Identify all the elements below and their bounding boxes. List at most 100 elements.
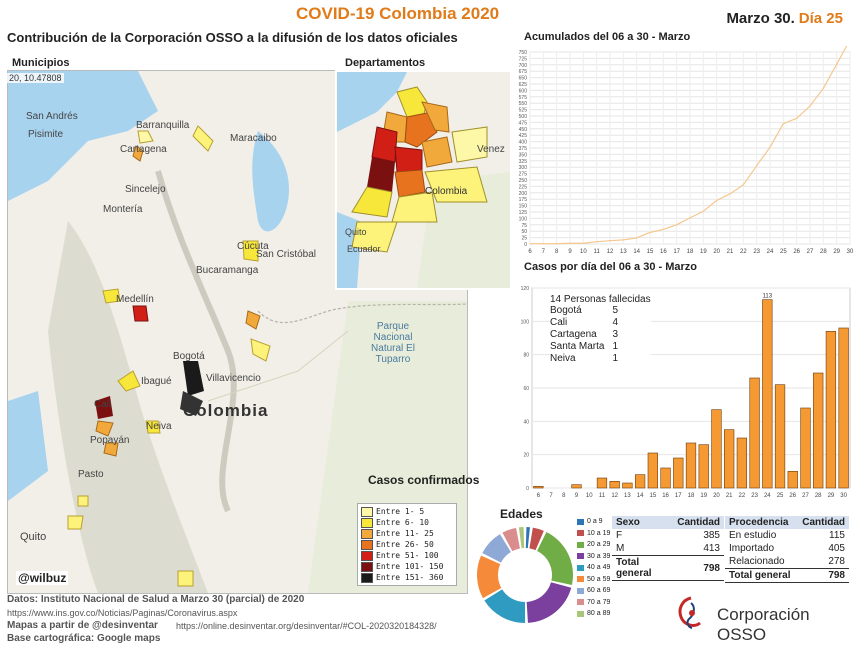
bar [634,474,646,489]
legend-label: 20 a 29 [587,541,611,549]
city-label-quito: Quito [20,531,47,543]
x-tick-label: 18 [687,249,694,255]
ages-donut-chart [477,527,573,623]
dept-label-colombia: Colombia [425,186,468,197]
table-row: Cartagena 3 [550,329,618,341]
sex-header-cantidad: Cantidad [673,516,724,529]
count-cell: 405 [828,543,845,554]
data-point [702,210,704,212]
table-row: Importado 405 [725,542,849,555]
sex-header-sexo: Sexo [612,516,674,529]
bar [596,477,608,489]
y-tick-label: 80 [523,353,529,359]
x-tick-label: 10 [580,249,587,255]
count-cell: 115 [829,530,845,541]
bar [749,377,760,489]
x-tick-label: 25 [780,249,787,255]
deaths-title: 14 Personas fallecidas [550,294,651,305]
bar [736,437,748,489]
y-tick-label: 325 [519,159,528,165]
legend-swatch [361,506,373,517]
y-tick-label: 575 [519,95,528,101]
y-tick-label: 425 [519,133,528,139]
city-label-barranquilla: Barranquilla [136,120,190,131]
bar [787,471,798,489]
data-point [822,87,824,89]
data-point [662,228,664,231]
x-tick-label: 29 [828,493,835,499]
x-tick-label: 24 [764,493,771,499]
city-label-popayan: Popayán [90,435,130,446]
donut-slice [529,527,544,551]
city-label-pisimite: Pisimite [28,129,64,140]
coordinate-readout: 20, 10.47808 [7,73,64,83]
x-tick-label: 25 [777,493,784,499]
legend-swatch [361,561,373,572]
desinventar-link[interactable]: https://online.desinventar.org/desinvent… [176,621,437,631]
osso-name: Corporación OSSO [717,605,810,644]
table-row: Bogotá 5 [550,305,618,317]
data-point [556,243,558,245]
bar [533,486,544,489]
x-tick-label: 28 [815,493,822,499]
legend-swatch [577,576,584,583]
data-point [676,224,678,226]
data-point [729,193,731,195]
x-tick-label: 23 [753,249,760,255]
x-tick-label: 20 [713,249,720,255]
legend-label: 70 a 79 [587,598,611,606]
page-title: COVID-19 Colombia 2020 [296,4,500,23]
legend-swatch [361,572,373,583]
legend-item: 70 a 79 [577,597,610,609]
y-tick-label: 60 [523,386,529,392]
deaths-city: Neiva [550,353,576,364]
y-tick-label: 20 [523,453,529,459]
map-legend: Entre 1- 5 Entre 6- 10 Entre 11- 25 Entre 2… [357,503,457,586]
country-label: Colombia [183,401,269,420]
city-label-villavicencio: Villavicencio [206,373,261,384]
departamentos-map[interactable]: Venez Colombia Quito Ecuador [335,70,512,290]
legend-label: Entre 1- 5 [376,507,425,516]
legend-label: Entre 151- 360 [376,573,444,582]
donut-slice [518,527,525,549]
bar [685,442,697,489]
y-tick-label: 550 [519,101,528,107]
data-point [529,243,531,245]
y-tick-label: 475 [519,120,528,126]
bar [609,481,620,489]
y-tick-label: 50 [521,229,527,235]
dept-label-quito: Quito [345,227,367,237]
table-row: Cali 4 [550,317,618,329]
x-tick-label: 21 [727,249,734,255]
legend-label: 0 a 9 [587,518,603,526]
sex-cell: M [616,543,625,554]
ins-link[interactable]: https://www.ins.gov.co/Noticias/Paginas/… [7,608,238,618]
city-label-ibague: Ibagué [141,376,172,387]
map-legend-title: Casos confirmados [368,473,480,487]
data-point [756,165,758,167]
deaths-count: 1 [612,341,619,352]
accumulated-chart: 0255075100125150175200225250275300325350… [519,46,854,255]
y-tick-label: 200 [519,191,528,197]
daily-chart-title: Casos por día del 06 a 30 - Marzo [524,261,698,273]
y-tick-label: 40 [523,419,529,425]
y-tick-label: 125 [519,210,528,216]
y-tick-label: 100 [521,319,530,325]
date-label: Marzo 30. Día 25 [726,10,843,27]
data-point [836,63,838,65]
data-point [609,240,611,242]
legend-label: Entre 6- 10 [376,518,429,527]
legend-swatch [577,564,584,571]
origin-cell: Importado [729,543,775,554]
x-tick-label: 6 [528,249,532,255]
deaths-city: Bogotá [550,305,582,316]
legend-swatch [577,518,584,525]
deaths-annotation: 14 Personas fallecidas Bogotá 5 Cali 4 Cartag… [550,294,651,365]
x-tick-label: 26 [793,249,800,255]
donut-slice [502,527,520,552]
dept-label-venezuela: Venez [477,144,505,155]
x-tick-label: 10 [586,493,593,499]
data-point [569,242,571,244]
legend-label: 50 a 59 [587,575,611,583]
city-label-bucaramanga: Bucaramanga [196,265,259,276]
